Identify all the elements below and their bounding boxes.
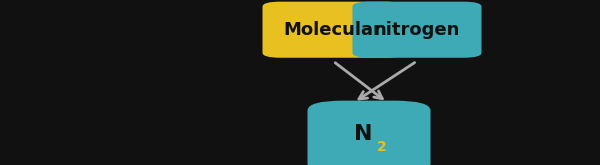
FancyBboxPatch shape — [308, 101, 431, 165]
Text: Molecular: Molecular — [284, 21, 382, 39]
Text: N: N — [354, 124, 372, 144]
Text: nitrogen: nitrogen — [374, 21, 460, 39]
Text: 2: 2 — [377, 140, 387, 154]
FancyBboxPatch shape — [352, 2, 481, 58]
FancyBboxPatch shape — [263, 2, 404, 58]
